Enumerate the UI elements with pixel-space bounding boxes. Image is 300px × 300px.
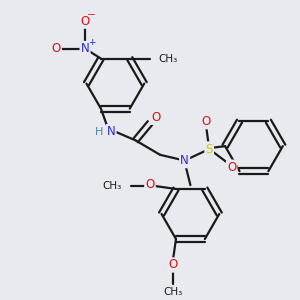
Text: O: O — [202, 115, 211, 128]
Text: CH₃: CH₃ — [159, 54, 178, 64]
Text: N: N — [106, 125, 116, 138]
Text: S: S — [206, 142, 213, 155]
Text: H: H — [95, 127, 104, 137]
Text: CH₃: CH₃ — [102, 181, 121, 191]
Text: O: O — [146, 178, 154, 191]
Text: O: O — [169, 259, 178, 272]
Text: O: O — [52, 42, 61, 55]
Text: CH₃: CH₃ — [164, 287, 183, 297]
Text: +: + — [88, 38, 95, 47]
Text: N: N — [180, 154, 189, 167]
Text: −: − — [87, 10, 96, 20]
Text: O: O — [227, 161, 236, 174]
Text: O: O — [80, 15, 90, 28]
Text: O: O — [151, 111, 160, 124]
Text: N: N — [81, 42, 89, 55]
